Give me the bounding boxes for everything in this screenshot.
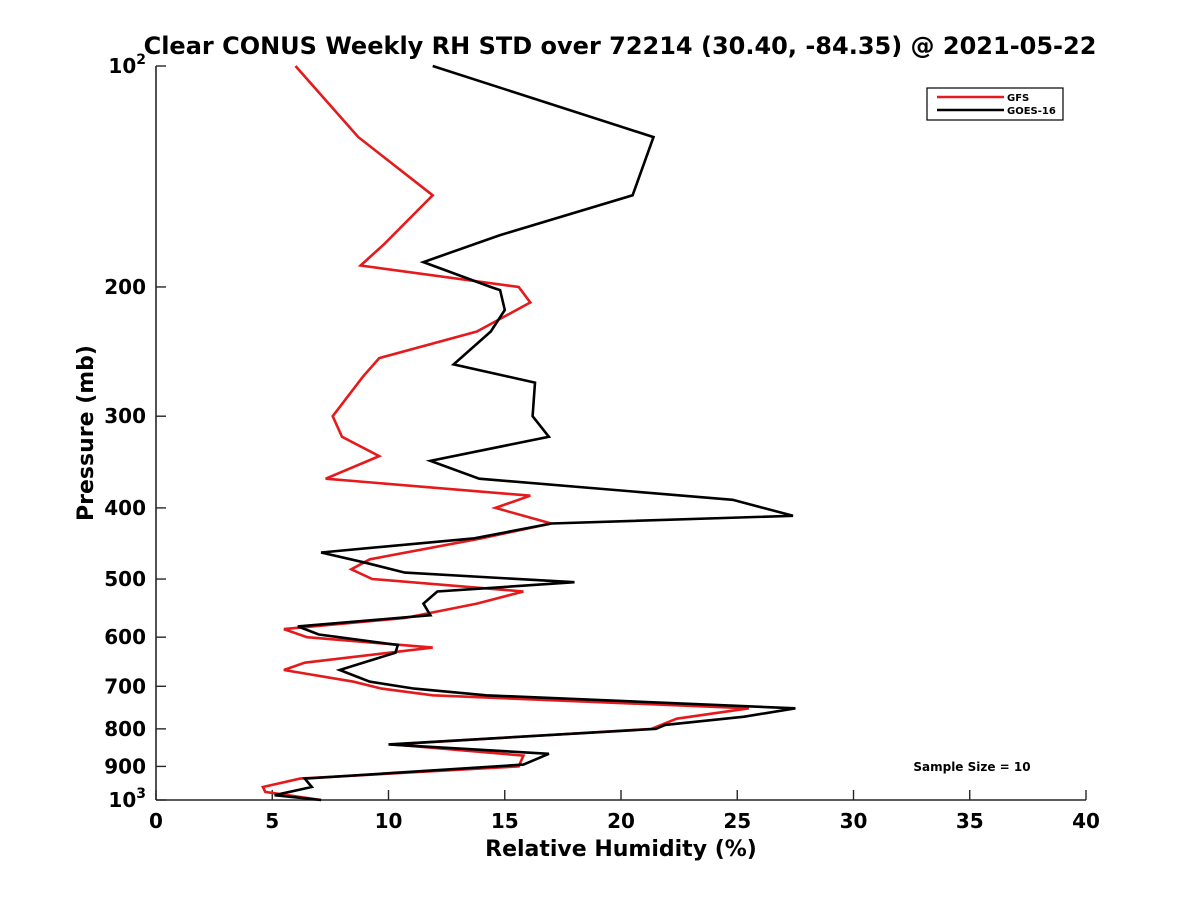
x-tick-label: 30 <box>840 809 868 833</box>
y-tick-label: 600 <box>104 625 146 649</box>
x-tick-label: 10 <box>375 809 403 833</box>
y-tick-label: 102 <box>108 52 146 78</box>
y-tick-label: 103 <box>108 786 146 812</box>
x-tick-label: 15 <box>491 809 519 833</box>
y-tick-label: 400 <box>104 496 146 520</box>
y-axis-label: Pressure (mb) <box>74 345 99 521</box>
y-axis-ticks: 102 200 300 400 500 600 700 800 900 103 <box>104 52 166 812</box>
legend: GFS GOES-16 <box>926 87 1064 121</box>
x-tick-label: 25 <box>723 809 751 833</box>
sample-size-annotation: Sample Size = 10 <box>913 760 1030 774</box>
x-tick-label: 5 <box>265 809 279 833</box>
y-tick-label: 500 <box>104 567 146 591</box>
y-tick-label: 900 <box>104 754 146 778</box>
series-line-gfs <box>261 65 750 802</box>
chart-title: Clear CONUS Weekly RH STD over 72214 (30… <box>144 32 1097 60</box>
series-layer <box>261 64 796 802</box>
legend-box <box>926 87 1064 121</box>
series-line-goes16 <box>274 64 796 802</box>
x-tick-label: 0 <box>149 809 163 833</box>
x-axis-ticks: 0 5 10 15 20 25 30 35 40 <box>149 790 1100 833</box>
y-tick-label: 200 <box>104 275 146 299</box>
x-tick-label: 20 <box>607 809 635 833</box>
x-axis-label: Relative Humidity (%) <box>485 837 757 862</box>
x-tick-label: 35 <box>956 809 984 833</box>
y-tick-label: 800 <box>104 717 146 741</box>
plot-area: 0 5 10 15 20 25 30 35 40 102 200 300 400 500 600 700 80… <box>104 52 1100 833</box>
legend-label-gfs: GFS <box>1007 93 1029 104</box>
y-tick-label: 700 <box>104 674 146 698</box>
x-tick-label: 40 <box>1072 809 1100 833</box>
legend-label-goes16: GOES-16 <box>1007 106 1056 117</box>
y-tick-label: 300 <box>104 404 146 428</box>
